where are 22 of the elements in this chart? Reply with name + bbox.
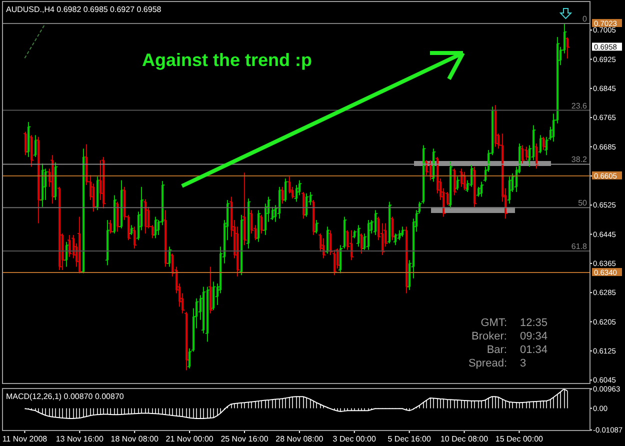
chart-title: AUDUSD.,H4 0.6982 0.6985 0.6927 0.6958 <box>6 5 162 14</box>
x-tick-label: 13 Nov 16:00 <box>56 434 104 444</box>
annotation: Against the trend :p <box>142 50 312 70</box>
annotation: 0 <box>582 14 588 24</box>
x-tick-label: 10 Dec 08:00 <box>440 434 489 444</box>
x-tick-label: 21 Nov 00:00 <box>166 434 214 444</box>
annotation: Bar: 01:34 <box>486 344 548 356</box>
x-tick-label: 18 Nov 08:00 <box>110 434 159 444</box>
annotation: 23.6 <box>571 101 588 110</box>
annotation: Broker: 09:34 <box>472 330 548 342</box>
x-tick-label: 3 Dec 00:00 <box>332 434 376 444</box>
x-tick-label: 5 Dec 16:00 <box>388 434 432 444</box>
chart-title: MACD(12,26,1) 0.00870 0.00870 <box>6 392 124 401</box>
annotation: GMT: 12:35 <box>480 317 548 329</box>
annotation: 61.8 <box>571 242 588 252</box>
x-tick-label: 11 Nov 2008 <box>2 434 48 444</box>
x-tick-label: 15 Dec 00:00 <box>495 434 544 444</box>
x-tick-label: 25 Nov 16:00 <box>220 434 269 444</box>
annotation: Spread: 3 <box>468 358 526 370</box>
x-tick-label: 28 Nov 08:00 <box>276 434 324 444</box>
annotation: 50 <box>578 198 588 208</box>
annotation: 38.2 <box>571 155 588 164</box>
